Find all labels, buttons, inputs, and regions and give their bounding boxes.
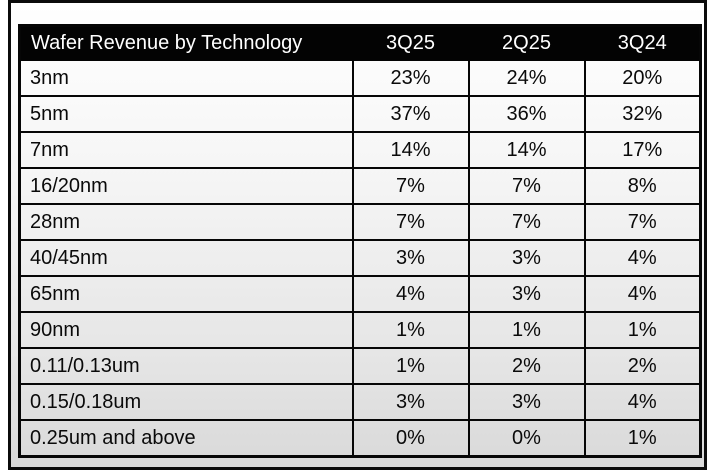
- value-cell: 1%: [351, 347, 470, 385]
- table-row: 7nm 14% 14% 17%: [18, 131, 702, 169]
- table-row: 3nm 23% 24% 20%: [18, 59, 702, 97]
- table-row: 0.11/0.13um 1% 2% 2%: [18, 347, 702, 385]
- value-cell: 37%: [351, 95, 470, 133]
- table-row: 28nm 7% 7% 7%: [18, 203, 702, 241]
- wafer-revenue-table: Wafer Revenue by Technology 3Q25 2Q25 3Q…: [18, 24, 702, 458]
- tech-label: 5nm: [18, 95, 354, 133]
- table-row: 0.25um and above 0% 0% 1%: [18, 419, 702, 458]
- slide-frame: Wafer Revenue by Technology 3Q25 2Q25 3Q…: [8, 0, 707, 470]
- value-cell: 0%: [351, 419, 470, 458]
- value-cell: 2%: [467, 347, 586, 385]
- value-cell: 23%: [351, 59, 470, 97]
- value-cell: 7%: [351, 167, 470, 205]
- table-row: 16/20nm 7% 7% 8%: [18, 167, 702, 205]
- tech-label: 0.15/0.18um: [18, 383, 354, 421]
- value-cell: 4%: [583, 383, 702, 421]
- value-cell: 14%: [467, 131, 586, 169]
- table-header-row: Wafer Revenue by Technology 3Q25 2Q25 3Q…: [18, 24, 702, 61]
- value-cell: 20%: [583, 59, 702, 97]
- value-cell: 3%: [467, 239, 586, 277]
- tech-label: 65nm: [18, 275, 354, 313]
- value-cell: 7%: [583, 203, 702, 241]
- value-cell: 1%: [351, 311, 470, 349]
- value-cell: 1%: [583, 311, 702, 349]
- value-cell: 36%: [467, 95, 586, 133]
- value-cell: 7%: [467, 167, 586, 205]
- value-cell: 2%: [583, 347, 702, 385]
- tech-label: 28nm: [18, 203, 354, 241]
- value-cell: 3%: [351, 383, 470, 421]
- table-title: Wafer Revenue by Technology: [18, 24, 354, 61]
- value-cell: 4%: [583, 275, 702, 313]
- tech-label: 3nm: [18, 59, 354, 97]
- column-header-3q24: 3Q24: [583, 24, 702, 61]
- value-cell: 7%: [467, 203, 586, 241]
- tech-label: 90nm: [18, 311, 354, 349]
- value-cell: 3%: [467, 383, 586, 421]
- value-cell: 8%: [583, 167, 702, 205]
- tech-label: 0.11/0.13um: [18, 347, 354, 385]
- value-cell: 17%: [583, 131, 702, 169]
- value-cell: 4%: [583, 239, 702, 277]
- tech-label: 0.25um and above: [18, 419, 354, 458]
- table-row: 0.15/0.18um 3% 3% 4%: [18, 383, 702, 421]
- value-cell: 4%: [351, 275, 470, 313]
- value-cell: 24%: [467, 59, 586, 97]
- value-cell: 7%: [351, 203, 470, 241]
- table-row: 5nm 37% 36% 32%: [18, 95, 702, 133]
- table-row: 65nm 4% 3% 4%: [18, 275, 702, 313]
- column-header-3q25: 3Q25: [351, 24, 470, 61]
- tech-label: 7nm: [18, 131, 354, 169]
- value-cell: 3%: [467, 275, 586, 313]
- tech-label: 16/20nm: [18, 167, 354, 205]
- table-row: 40/45nm 3% 3% 4%: [18, 239, 702, 277]
- value-cell: 14%: [351, 131, 470, 169]
- table-row: 90nm 1% 1% 1%: [18, 311, 702, 349]
- value-cell: 32%: [583, 95, 702, 133]
- tech-label: 40/45nm: [18, 239, 354, 277]
- value-cell: 0%: [467, 419, 586, 458]
- column-header-2q25: 2Q25: [467, 24, 586, 61]
- value-cell: 1%: [467, 311, 586, 349]
- value-cell: 1%: [583, 419, 702, 458]
- value-cell: 3%: [351, 239, 470, 277]
